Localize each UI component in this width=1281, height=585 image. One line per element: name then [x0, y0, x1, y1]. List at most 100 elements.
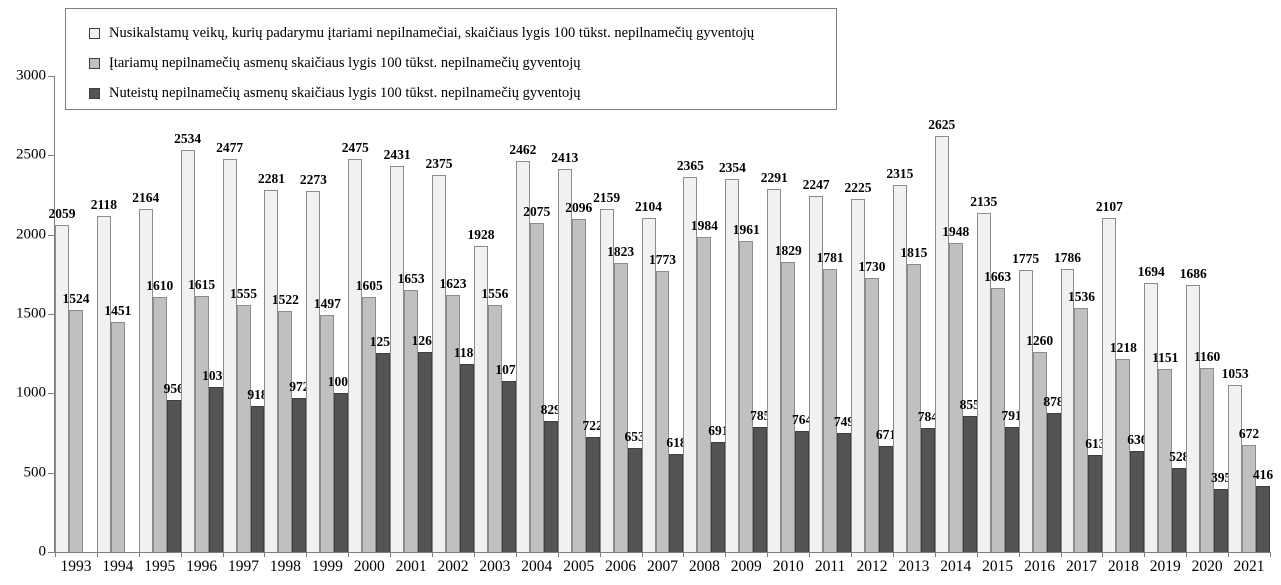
bar-value-label: 1815	[900, 245, 928, 260]
bar-value-label: 1686	[1179, 265, 1207, 281]
x-axis-label-2020: 2020	[1191, 558, 1223, 575]
bar-2003-s2	[501, 381, 516, 552]
bar-2006-s2	[627, 448, 642, 552]
x-axis-label-2016: 2016	[1024, 558, 1056, 575]
bar-value-label: 785	[750, 408, 771, 424]
bar-value-label: 2075	[523, 203, 551, 219]
y-tick	[48, 314, 55, 315]
bar-1997-s2	[250, 406, 265, 552]
x-axis-label-1996: 1996	[186, 558, 218, 575]
x-axis-label-2021: 2021	[1233, 558, 1265, 575]
bar-value-label: 918	[247, 387, 268, 403]
x-tick	[55, 552, 56, 557]
x-tick	[767, 552, 769, 557]
bar-2001-s2	[418, 351, 433, 552]
bar-value-label: 2225	[844, 180, 872, 195]
bar-2017-s1	[1074, 308, 1089, 552]
bar-value-label: 1615	[188, 276, 216, 292]
x-tick	[641, 552, 643, 557]
y-tick	[48, 472, 55, 474]
x-tick	[1018, 552, 1020, 557]
x-axis-label-2004: 2004	[521, 558, 553, 575]
x-tick	[1144, 552, 1146, 557]
bar-value-label: 2118	[90, 196, 118, 212]
bar-value-label: 829	[540, 401, 561, 417]
bar-value-label: 764	[792, 411, 813, 427]
bar-2004-s2	[543, 420, 558, 552]
bar-value-label: 1053	[1221, 365, 1249, 381]
bar-value-label: 1984	[690, 218, 718, 234]
bar-2015-s1	[990, 288, 1005, 552]
bar-value-label: 1605	[355, 278, 383, 294]
bar-1994-s0	[96, 215, 111, 552]
bar-value-label: 2247	[802, 176, 830, 192]
bar-value-label: 2462	[509, 142, 537, 158]
bar-2001-s1	[404, 289, 419, 552]
bar-2007-s0	[641, 218, 656, 552]
x-tick	[1186, 552, 1188, 557]
bar-value-label: 722	[582, 418, 603, 434]
bar-1998-s0	[264, 190, 279, 552]
x-axis-label-2013: 2013	[898, 558, 930, 575]
bar-2002-s1	[446, 294, 460, 552]
bar-value-label: 1786	[1054, 249, 1081, 265]
bar-value-label: 1961	[732, 221, 760, 237]
bar-2021-s0	[1228, 384, 1243, 552]
bar-value-label: 1004	[327, 373, 355, 389]
bar-value-label: 1255	[369, 333, 397, 349]
y-tick	[48, 234, 55, 236]
bar-2010-s0	[767, 188, 782, 552]
bar-value-label: 2315	[886, 165, 914, 181]
legend-item-convicted-minors: Nuteistų nepilnamečių asmenų skaičiaus l…	[89, 78, 836, 108]
bar-value-label: 956	[163, 381, 184, 397]
bar-2000-s0	[348, 159, 363, 552]
bar-2000-s2	[376, 352, 391, 552]
x-axis-label-1998: 1998	[269, 558, 301, 575]
x-axis-label-2005: 2005	[563, 558, 595, 575]
legend-label: Nusikalstamų veikų, kurių padarymu įtari…	[109, 24, 755, 41]
bar-1995-s0	[138, 208, 153, 552]
bar-2019-s0	[1144, 283, 1159, 552]
bar-value-label: 1948	[942, 223, 970, 239]
bar-1996-s1	[194, 295, 209, 552]
bar-value-label: 1260	[1026, 333, 1054, 349]
bar-2015-s2	[1004, 426, 1019, 552]
bar-2008-s1	[697, 237, 712, 552]
bar-2018-s2	[1130, 451, 1145, 552]
bar-value-label: 2135	[970, 194, 998, 210]
bar-value-label: 791	[1001, 407, 1022, 423]
legend-label: Nuteistų nepilnamečių asmenų skaičiaus l…	[109, 84, 581, 101]
bar-2003-s0	[473, 246, 488, 552]
bar-value-label: 671	[875, 426, 897, 442]
bar-value-label: 2431	[383, 147, 411, 163]
bar-value-label: 691	[708, 423, 729, 439]
legend-item-suspected-minors: Įtariamų nepilnamečių asmenų skaičiaus l…	[89, 48, 836, 78]
y-axis-label: 500	[23, 464, 47, 481]
x-tick	[1060, 552, 1062, 557]
bar-2021-s2	[1256, 486, 1270, 552]
bar-value-label: 653	[624, 429, 645, 445]
bar-1996-s2	[208, 387, 223, 552]
bar-value-label: 528	[1169, 449, 1190, 465]
bar-value-label: 1185	[453, 345, 481, 360]
x-tick	[1102, 552, 1104, 557]
x-tick	[432, 552, 434, 557]
bar-2018-s0	[1102, 217, 1117, 552]
x-axis-label-2009: 2009	[730, 558, 762, 575]
bar-value-label: 1610	[146, 277, 174, 293]
bar-2002-s0	[432, 175, 447, 552]
bar-1996-s0	[180, 149, 195, 552]
bar-2012-s2	[878, 445, 893, 552]
bar-1999-s1	[320, 314, 335, 552]
bar-2010-s1	[781, 261, 796, 552]
bar-2018-s1	[1116, 358, 1131, 552]
bar-2015-s0	[976, 213, 991, 552]
x-axis-label-2019: 2019	[1149, 558, 1181, 575]
x-tick	[976, 552, 978, 557]
bar-2019-s1	[1158, 369, 1173, 552]
x-axis-label-2011: 2011	[814, 558, 846, 575]
bar-2016-s0	[1018, 270, 1033, 552]
bar-value-label: 1039	[202, 368, 230, 384]
bar-2007-s1	[655, 270, 670, 552]
